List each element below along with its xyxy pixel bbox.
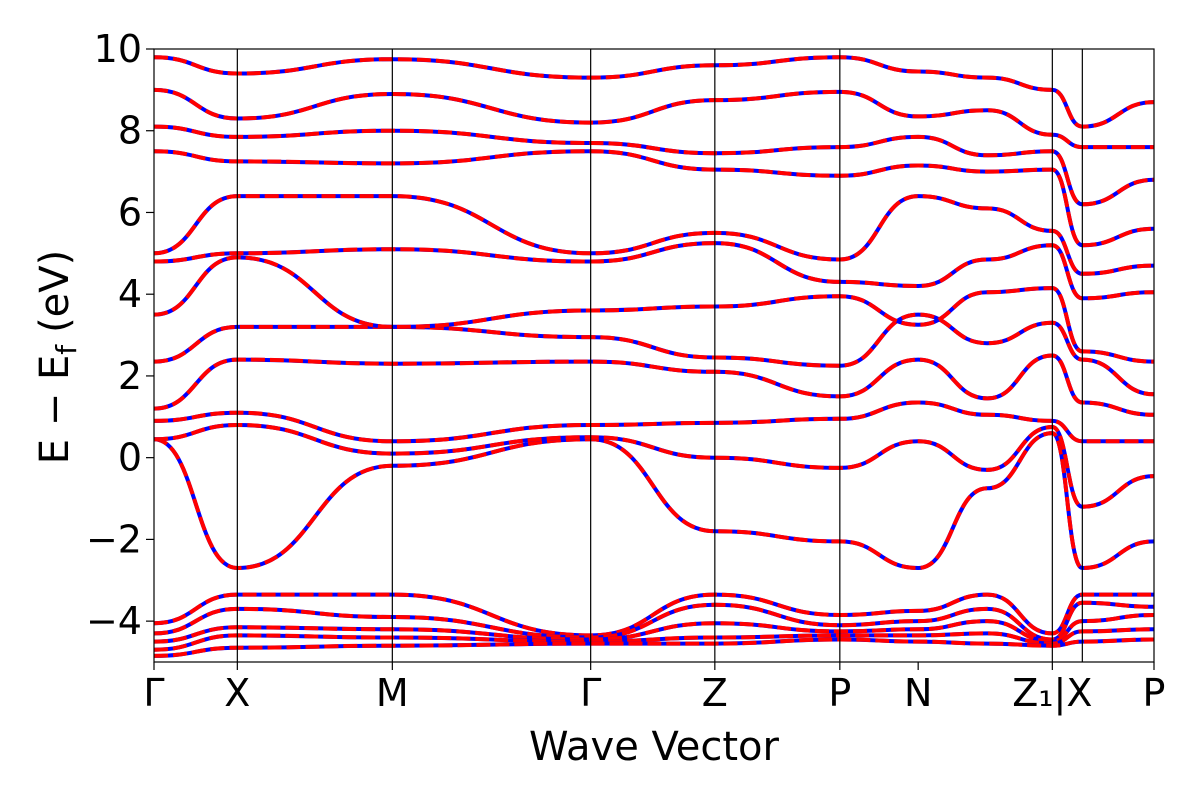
band-line-red-7 <box>154 400 1154 444</box>
x-tick-label-1: X <box>224 671 250 715</box>
band-line-red-5 <box>154 431 1154 571</box>
x-tick-label-8: P <box>1143 671 1166 715</box>
band-line-blue-15 <box>154 87 1154 150</box>
band-line-red-2 <box>154 613 1154 644</box>
y-tick-label-0: −4 <box>86 599 142 643</box>
y-tick-label-6: 8 <box>118 109 142 153</box>
y-tick-label-5: 6 <box>118 190 142 234</box>
y-tick-label-1: −2 <box>86 517 142 561</box>
x-axis-title: Wave Vector <box>529 724 780 770</box>
bands-layer <box>154 55 1154 658</box>
band-line-red-16 <box>154 55 1154 129</box>
band-line-red-12 <box>154 194 1154 276</box>
y-axis-title: E − Ef (eV) <box>32 250 83 465</box>
y-tick-label-4: 4 <box>118 272 142 316</box>
band-line-red-9 <box>154 312 1154 397</box>
kpoint-lines <box>236 49 1083 662</box>
x-tick-label-0: Γ <box>143 671 164 715</box>
x-axis: Γ X M Γ Z P N Z₁|X P <box>143 662 1165 716</box>
band-line-red-15 <box>154 87 1154 150</box>
x-tick-label-5: P <box>828 671 851 715</box>
plot-frame <box>153 48 1155 663</box>
band-line-blue-14 <box>154 124 1154 207</box>
y-tick-label-7: 10 <box>94 27 142 71</box>
x-tick-label-4: Z <box>702 671 728 715</box>
band-line-blue-12 <box>154 194 1154 276</box>
y-axis-title-unit: (eV) <box>32 250 78 333</box>
x-tick-label-6: N <box>904 671 932 715</box>
x-tick-label-3: Γ <box>580 671 601 715</box>
x-tick-label-2: M <box>376 671 409 715</box>
y-axis-title-main: E − E <box>32 355 78 465</box>
band-line-blue-5 <box>154 431 1154 571</box>
band-line-red-6 <box>154 422 1154 509</box>
svg-text:E − Ef(eV): E − Ef (eV) <box>32 250 83 465</box>
band-line-red-14 <box>154 124 1154 207</box>
band-line-red-10 <box>154 255 1154 364</box>
y-tick-label-2: 0 <box>118 436 142 480</box>
band-line-red-8 <box>154 353 1154 417</box>
y-axis: −4 −2 0 2 4 6 8 10 <box>86 27 154 643</box>
y-axis-title-sub: f <box>50 344 83 355</box>
band-line-blue-8 <box>154 353 1154 417</box>
x-tick-label-7: Z₁|X <box>1012 671 1092 716</box>
band-line-red-13 <box>154 149 1154 248</box>
band-line-blue-13 <box>154 149 1154 248</box>
band-line-red-11 <box>154 241 1154 301</box>
y-tick-label-3: 2 <box>118 354 142 398</box>
